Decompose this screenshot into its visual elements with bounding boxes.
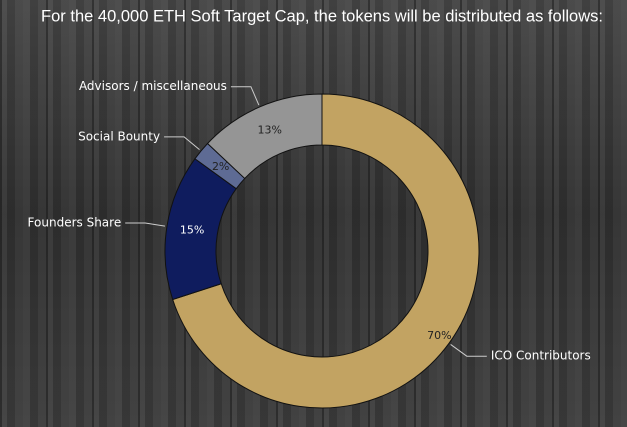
donut-slice [172, 93, 480, 409]
leader-line [125, 222, 166, 227]
category-label: ICO Contributors [491, 349, 591, 363]
leader-line [230, 86, 260, 106]
category-label: Social Bounty [78, 129, 160, 143]
chart-title: For the 40,000 ETH Soft Target Cap, the … [41, 7, 603, 25]
leader-line [164, 136, 200, 151]
leader-line [450, 344, 487, 357]
donut-slice [206, 93, 323, 180]
category-label: Advisors / miscellaneous [79, 79, 227, 93]
value-label: 2% [212, 160, 229, 173]
value-label: 70% [427, 329, 451, 342]
value-label: 15% [180, 223, 204, 236]
value-label: 13% [258, 123, 282, 136]
category-label: Founders Share [28, 215, 122, 229]
